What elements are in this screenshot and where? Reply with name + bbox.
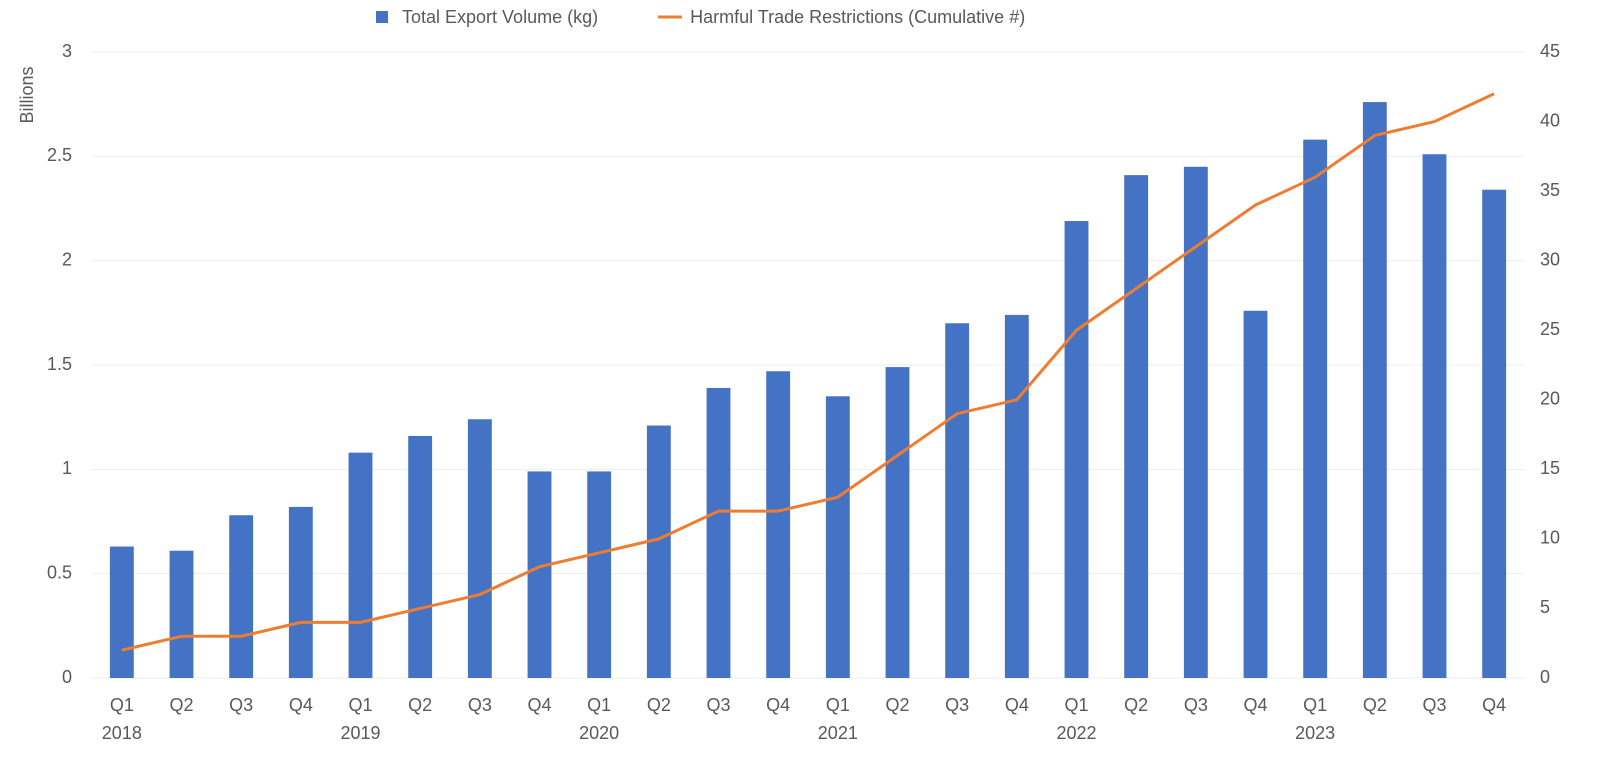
legend-label: Total Export Volume (kg) [402, 7, 598, 27]
bar [288, 506, 313, 678]
x-tick-label: Q1 [1303, 695, 1327, 715]
bar [945, 323, 970, 678]
x-tick-label: Q4 [766, 695, 790, 715]
y2-tick-label: 35 [1540, 180, 1560, 200]
x-year-label: 2020 [579, 723, 619, 743]
y2-tick-label: 40 [1540, 110, 1560, 130]
x-year-label: 2019 [340, 723, 380, 743]
y2-tick-label: 15 [1540, 458, 1560, 478]
bar [885, 367, 910, 678]
bar [1124, 175, 1149, 678]
x-tick-label: Q4 [1243, 695, 1267, 715]
bar [587, 471, 612, 678]
y2-tick-label: 30 [1540, 249, 1560, 269]
bar [408, 435, 433, 678]
y-tick-label: 2 [62, 249, 72, 269]
y2-tick-label: 20 [1540, 389, 1560, 409]
bar [1243, 310, 1268, 678]
x-tick-label: Q2 [885, 695, 909, 715]
x-tick-label: Q3 [1184, 695, 1208, 715]
x-tick-label: Q1 [110, 695, 134, 715]
x-tick-label: Q1 [826, 695, 850, 715]
y-tick-label: 2.5 [47, 145, 72, 165]
x-year-label: 2021 [818, 723, 858, 743]
y2-tick-label: 45 [1540, 41, 1560, 61]
bar [1362, 102, 1387, 678]
x-tick-label: Q3 [945, 695, 969, 715]
y2-tick-label: 25 [1540, 319, 1560, 339]
x-year-label: 2018 [102, 723, 142, 743]
bar [646, 425, 671, 678]
line [121, 92, 1495, 652]
bar [706, 387, 731, 678]
bar [527, 471, 552, 678]
x-tick-label: Q2 [1363, 695, 1387, 715]
legend-swatch [376, 11, 388, 23]
x-tick-label: Q2 [647, 695, 671, 715]
x-tick-label: Q4 [527, 695, 551, 715]
bar [229, 515, 254, 678]
x-tick-label: Q1 [587, 695, 611, 715]
x-tick-label: Q3 [706, 695, 730, 715]
bar [1064, 221, 1089, 678]
x-tick-label: Q1 [348, 695, 372, 715]
x-tick-label: Q2 [169, 695, 193, 715]
x-year-label: 2023 [1295, 723, 1335, 743]
bar [1422, 154, 1447, 678]
bar [1183, 166, 1208, 678]
bar [1303, 139, 1328, 678]
y2-tick-label: 5 [1540, 597, 1550, 617]
y-tick-label: 0.5 [47, 562, 72, 582]
x-tick-label: Q3 [229, 695, 253, 715]
x-tick-label: Q3 [468, 695, 492, 715]
bar [109, 546, 134, 678]
bar [1004, 314, 1029, 678]
bar [1482, 189, 1507, 678]
bar [348, 452, 373, 678]
y-axis-label: Billions [17, 66, 37, 123]
x-tick-label: Q2 [408, 695, 432, 715]
x-tick-label: Q4 [1005, 695, 1029, 715]
y2-tick-label: 10 [1540, 528, 1560, 548]
x-tick-label: Q3 [1422, 695, 1446, 715]
x-tick-label: Q1 [1064, 695, 1088, 715]
y2-tick-label: 0 [1540, 667, 1550, 687]
y-tick-label: 1 [62, 458, 72, 478]
y-tick-label: 3 [62, 41, 72, 61]
bar [467, 419, 492, 678]
x-tick-label: Q4 [289, 695, 313, 715]
y-tick-label: 1.5 [47, 354, 72, 374]
legend-label: Harmful Trade Restrictions (Cumulative #… [690, 7, 1025, 27]
x-tick-label: Q2 [1124, 695, 1148, 715]
x-tick-label: Q4 [1482, 695, 1506, 715]
bar [766, 371, 791, 678]
bar [825, 396, 850, 678]
bar [169, 550, 194, 678]
y-tick-label: 0 [62, 667, 72, 687]
x-year-label: 2022 [1056, 723, 1096, 743]
